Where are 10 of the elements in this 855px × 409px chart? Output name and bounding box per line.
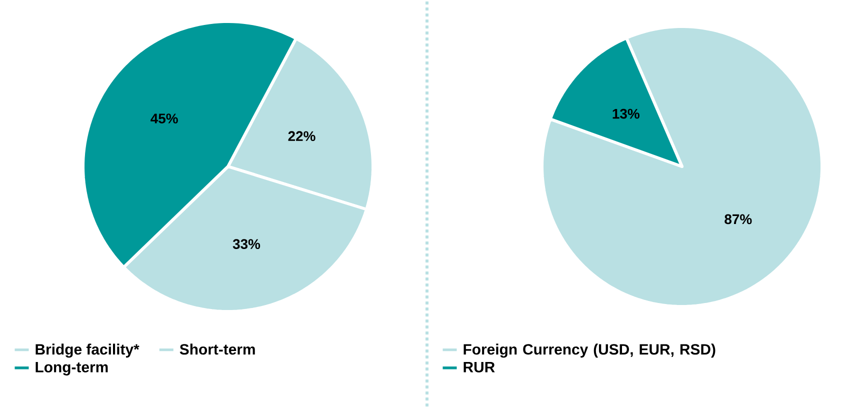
data-label: 22% <box>288 131 316 142</box>
legend-label: Bridge facility* <box>36 344 140 358</box>
legend-label: Foreign Currency (USD, EUR, RSD) <box>464 344 716 358</box>
legend-label: RUR <box>464 362 495 372</box>
legend-label: Long-term <box>36 362 108 376</box>
legend-label: Short-term <box>180 344 255 355</box>
data-label: 87% <box>724 214 752 224</box>
data-label: 13% <box>612 108 640 119</box>
data-label: 33% <box>232 239 260 250</box>
data-label: 45% <box>150 114 178 124</box>
